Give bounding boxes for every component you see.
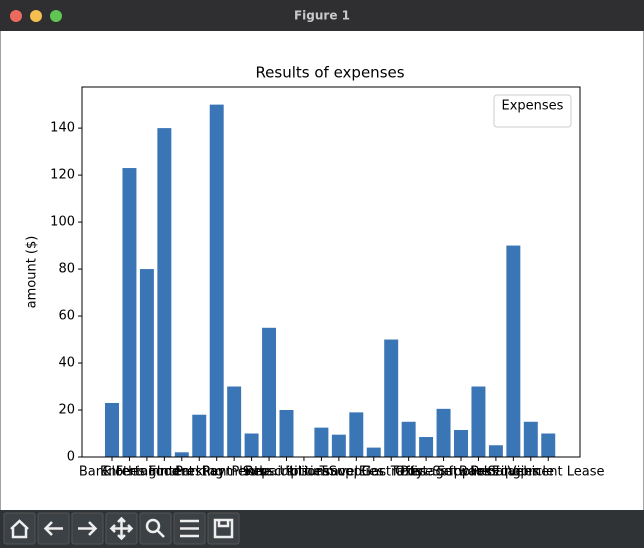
bar: [366, 447, 381, 457]
x-tick-label: Repairs: [245, 465, 294, 480]
y-tick-label: 40: [58, 356, 75, 371]
x-tick-label: Salaries: [488, 465, 540, 480]
y-tick-label: 100: [50, 215, 75, 230]
y-tick-label: 60: [58, 309, 75, 324]
x-tick-label: Food: [149, 465, 180, 480]
toolbar: [0, 510, 644, 548]
bar: [279, 410, 294, 457]
chart-title: Results of expenses: [255, 64, 404, 82]
x-tick-label: Gas: [361, 465, 386, 480]
x-tick-label: Parking: [175, 465, 223, 480]
legend-box: [493, 94, 572, 128]
x-tick-label: Phone: [231, 465, 271, 480]
x-tick-label: Utilities: [279, 465, 328, 480]
bar: [349, 412, 364, 457]
x-tick-label: Postage: [400, 465, 451, 480]
bar: [209, 104, 224, 457]
x-tick-label: Equipment Lease: [492, 465, 604, 480]
x-tick-label: Payments: [202, 465, 266, 480]
x-tick-label: Clothing: [102, 465, 156, 480]
bar: [401, 421, 416, 457]
x-tick-label: Books: [459, 465, 498, 480]
title-bar-bg: [0, 0, 644, 31]
bar: [488, 445, 503, 457]
x-tick-label: Rent: [202, 465, 232, 480]
save-button[interactable]: [207, 512, 240, 545]
x-tick-label: Office Supplies: [395, 465, 492, 480]
bar: [192, 414, 207, 457]
bar: [471, 386, 486, 457]
bar: [262, 327, 277, 457]
legend-title: Expenses: [502, 99, 564, 114]
bar: [122, 168, 137, 458]
bar: [436, 408, 451, 457]
home-button[interactable]: [3, 512, 36, 545]
bar: [454, 429, 468, 457]
x-tick-label: Printing: [471, 465, 521, 480]
title-bar: Figure 1: [0, 0, 644, 31]
bar: [541, 433, 556, 457]
bar: [314, 427, 329, 457]
y-tick-label: 120: [50, 168, 75, 183]
x-tick-label: Software: [432, 465, 489, 480]
close-button[interactable]: [10, 10, 22, 22]
plot: Results of expenses amount ($) Bank Fees…: [25, 64, 605, 480]
bar: [105, 402, 119, 457]
y-tick-label: 80: [58, 262, 75, 277]
x-tick-label: Travel: [319, 465, 359, 480]
bar: [227, 386, 242, 457]
x-tick-label: Bank Fees: [79, 465, 146, 480]
x-tick-label: Entertainment: [100, 465, 194, 480]
toolbar-icons: [10, 516, 234, 541]
x-tick-label: Subscriptions: [243, 465, 331, 480]
y-tick-label: 20: [58, 403, 75, 418]
bar: [506, 245, 521, 457]
y-tick-label: 140: [50, 121, 75, 136]
x-tick-label: Electricity: [359, 465, 424, 480]
x-tick-label: Interest: [157, 465, 207, 480]
bar: [157, 128, 172, 457]
y-axis-label: amount ($): [25, 236, 40, 309]
x-tick-label: Vehicle: [508, 465, 555, 480]
x-tick-label: Insurance: [290, 465, 354, 480]
bar: [174, 452, 189, 457]
zoom-button[interactable]: [50, 10, 62, 22]
x-tick-label: Supplies: [329, 465, 384, 480]
minimize-button[interactable]: [30, 10, 42, 22]
bar: [331, 434, 346, 457]
zoom-rect-button[interactable]: [139, 512, 172, 545]
bar: [139, 269, 154, 457]
bar: [384, 339, 399, 457]
x-tick-label: Taxes: [390, 465, 427, 480]
bar: [523, 421, 538, 457]
bar: [419, 437, 434, 457]
axes-frame: [81, 86, 581, 458]
window-title: Figure 1: [294, 9, 350, 23]
y-tick-label: 0: [67, 450, 75, 465]
bar: [244, 433, 259, 457]
